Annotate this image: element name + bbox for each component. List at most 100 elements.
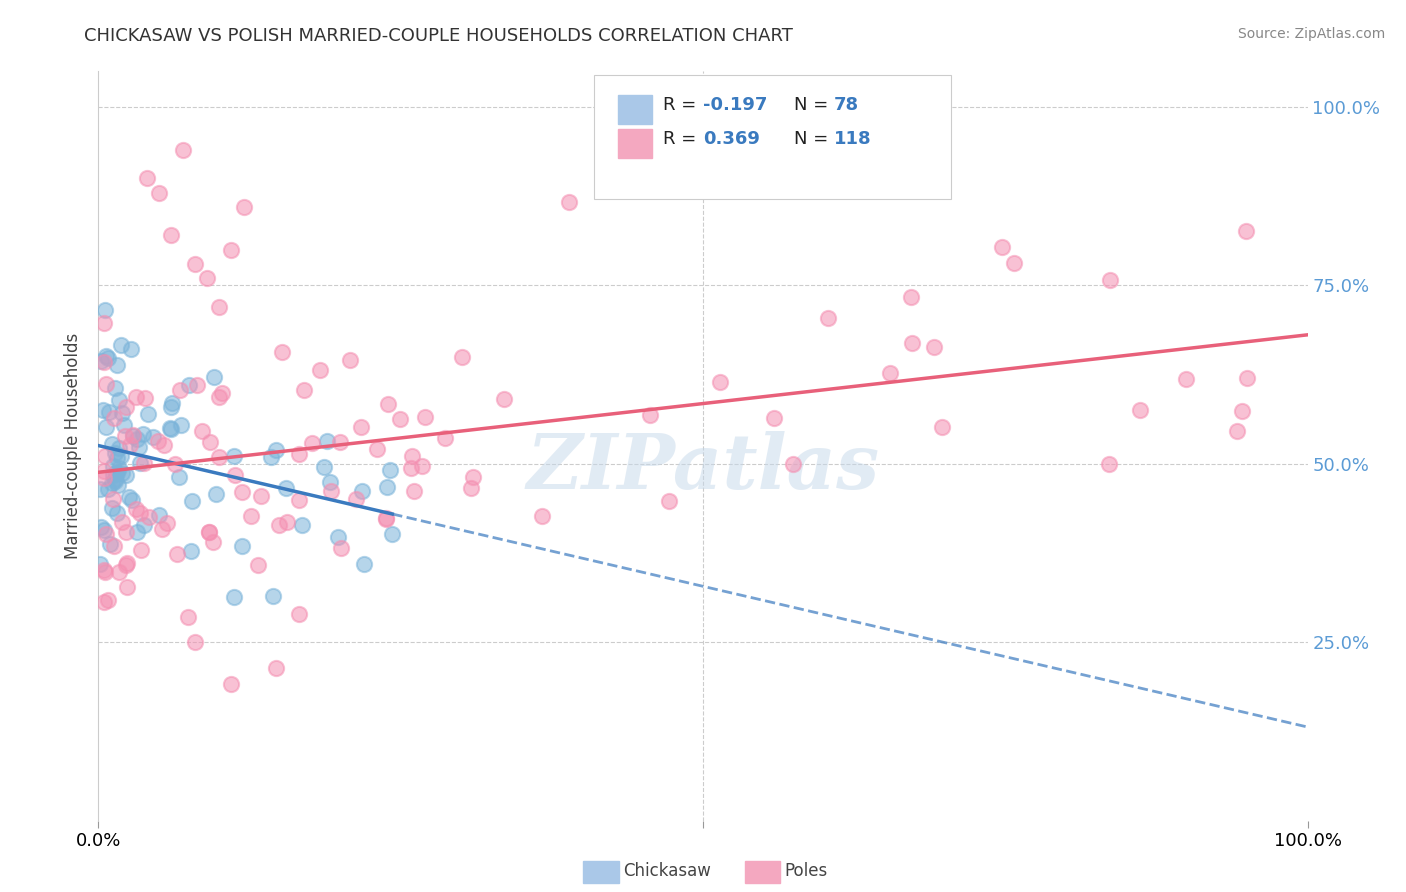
Point	[208, 450, 231, 464]
Point	[93, 471, 115, 485]
Point	[91, 402, 114, 417]
Point	[411, 458, 433, 473]
Point	[148, 508, 170, 522]
Point	[990, 240, 1012, 254]
Point	[128, 440, 150, 454]
Point	[1098, 273, 1121, 287]
Point	[172, 143, 194, 157]
Text: R =: R =	[664, 96, 702, 114]
Point	[129, 456, 152, 470]
Point	[94, 449, 117, 463]
Point	[156, 516, 179, 531]
Point	[160, 401, 183, 415]
Point	[1002, 256, 1025, 270]
Point	[148, 186, 170, 200]
Point	[134, 391, 156, 405]
Point	[879, 366, 901, 380]
Point	[433, 431, 456, 445]
Point	[463, 470, 485, 484]
Point	[131, 427, 153, 442]
Point	[101, 501, 124, 516]
Point	[112, 418, 135, 433]
Point	[93, 316, 115, 330]
Point	[103, 539, 125, 553]
Text: Chickasaw: Chickasaw	[623, 863, 711, 880]
Point	[108, 565, 131, 579]
Point	[267, 518, 290, 533]
Text: CHICKASAW VS POLISH MARRIED-COUPLE HOUSEHOLDS CORRELATION CHART: CHICKASAW VS POLISH MARRIED-COUPLE HOUSE…	[84, 27, 793, 45]
Point	[260, 450, 283, 464]
Point	[118, 438, 141, 452]
Point	[319, 475, 342, 490]
Point	[292, 383, 315, 397]
Point	[101, 458, 124, 473]
Point	[202, 369, 225, 384]
Point	[181, 493, 204, 508]
Point	[94, 526, 117, 541]
Point	[231, 540, 253, 554]
Point	[170, 418, 193, 433]
Point	[111, 515, 134, 529]
Point	[111, 406, 134, 420]
Point	[900, 290, 922, 304]
Point	[183, 635, 205, 649]
Point	[709, 375, 731, 389]
Point	[90, 520, 112, 534]
Point	[222, 450, 245, 464]
Point	[138, 510, 160, 524]
Point	[1097, 457, 1119, 471]
Point	[124, 501, 146, 516]
Point	[184, 257, 207, 271]
Point	[316, 434, 339, 448]
Point	[330, 541, 353, 556]
Point	[658, 493, 681, 508]
Point	[114, 558, 136, 572]
Point	[93, 465, 115, 479]
Point	[160, 396, 183, 410]
Point	[288, 493, 311, 508]
Point	[142, 430, 165, 444]
Point	[121, 429, 143, 443]
Point	[110, 338, 132, 352]
Point	[177, 610, 200, 624]
Point	[197, 525, 219, 540]
Point	[97, 405, 120, 419]
Point	[115, 468, 138, 483]
Point	[150, 522, 173, 536]
Point	[125, 432, 148, 446]
Point	[375, 512, 398, 526]
Point	[104, 472, 127, 486]
Point	[101, 475, 124, 490]
Point	[132, 456, 155, 470]
Text: N =: N =	[793, 130, 834, 148]
Point	[221, 243, 243, 257]
Point	[104, 475, 127, 489]
Point	[377, 396, 399, 410]
FancyBboxPatch shape	[619, 95, 652, 124]
Point	[329, 435, 352, 450]
Point	[101, 468, 124, 483]
Point	[321, 484, 343, 499]
Point	[105, 358, 128, 372]
Point	[922, 340, 945, 354]
Point	[494, 392, 516, 406]
Point	[1226, 424, 1249, 438]
Point	[219, 677, 242, 691]
Point	[224, 467, 246, 482]
Point	[900, 335, 922, 350]
Point	[96, 350, 118, 364]
Point	[114, 429, 136, 443]
Point	[108, 393, 131, 408]
Text: Poles: Poles	[785, 863, 828, 880]
Point	[110, 449, 132, 463]
Point	[159, 421, 181, 435]
Text: -0.197: -0.197	[703, 96, 768, 114]
Point	[287, 447, 309, 461]
Point	[308, 362, 330, 376]
Point	[274, 481, 297, 495]
Point	[104, 446, 127, 460]
Point	[287, 607, 309, 622]
Point	[94, 419, 117, 434]
Point	[135, 171, 157, 186]
Point	[120, 342, 142, 356]
